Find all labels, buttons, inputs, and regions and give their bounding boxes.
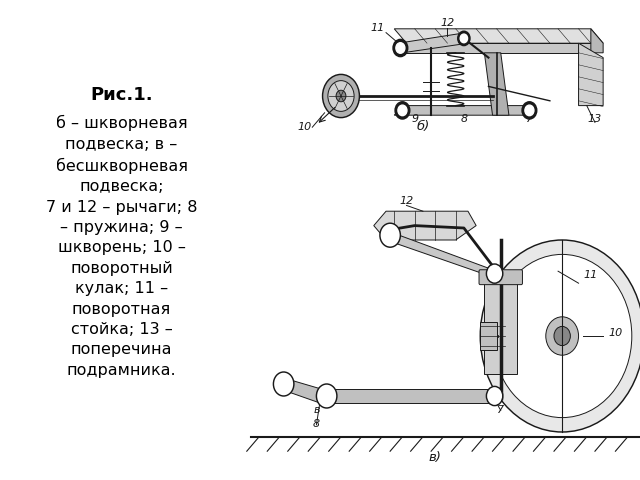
Text: 7: 7 bbox=[497, 405, 504, 415]
Polygon shape bbox=[394, 29, 603, 43]
Circle shape bbox=[458, 31, 470, 46]
Circle shape bbox=[336, 90, 346, 102]
Circle shape bbox=[486, 264, 503, 283]
Text: 8: 8 bbox=[460, 114, 467, 124]
Text: 11: 11 bbox=[371, 23, 385, 33]
Text: 10: 10 bbox=[608, 328, 623, 338]
Text: 12: 12 bbox=[440, 18, 454, 28]
Circle shape bbox=[395, 102, 410, 119]
Circle shape bbox=[493, 254, 632, 418]
Polygon shape bbox=[386, 230, 497, 278]
Text: 12: 12 bbox=[399, 196, 413, 206]
Circle shape bbox=[393, 39, 408, 57]
Polygon shape bbox=[394, 43, 591, 53]
Circle shape bbox=[323, 74, 360, 118]
Circle shape bbox=[546, 317, 579, 355]
Text: в): в) bbox=[429, 451, 442, 464]
Text: Рис.1.: Рис.1. bbox=[90, 86, 153, 105]
Polygon shape bbox=[321, 389, 497, 403]
Polygon shape bbox=[484, 53, 509, 115]
Circle shape bbox=[396, 43, 405, 53]
Text: б): б) bbox=[416, 120, 429, 132]
Text: 7: 7 bbox=[526, 114, 533, 124]
Polygon shape bbox=[374, 211, 476, 240]
Polygon shape bbox=[398, 34, 468, 53]
Text: 10: 10 bbox=[297, 121, 311, 132]
Text: 8: 8 bbox=[313, 419, 320, 429]
Polygon shape bbox=[280, 379, 321, 403]
Circle shape bbox=[328, 81, 354, 111]
Circle shape bbox=[480, 240, 640, 432]
Polygon shape bbox=[394, 106, 534, 115]
Circle shape bbox=[522, 102, 537, 119]
Circle shape bbox=[486, 386, 503, 406]
Text: в: в bbox=[313, 405, 319, 415]
Circle shape bbox=[525, 105, 534, 116]
Text: 11: 11 bbox=[584, 270, 598, 280]
FancyBboxPatch shape bbox=[479, 270, 522, 285]
Text: 9: 9 bbox=[411, 114, 419, 124]
Circle shape bbox=[273, 372, 294, 396]
Polygon shape bbox=[591, 29, 603, 53]
Circle shape bbox=[316, 384, 337, 408]
Circle shape bbox=[460, 34, 468, 43]
Circle shape bbox=[398, 105, 407, 116]
Circle shape bbox=[554, 326, 570, 346]
Polygon shape bbox=[484, 278, 517, 374]
Text: 13: 13 bbox=[588, 114, 602, 124]
Circle shape bbox=[380, 223, 401, 247]
Polygon shape bbox=[579, 43, 603, 106]
Text: б – шкворневая
подвеска; в –
бесшкворневая
подвеска;
7 и 12 – рычаги; 8
– пружин: б – шкворневая подвеска; в – бесшкворнев… bbox=[46, 115, 197, 378]
Bar bbox=[480, 322, 497, 350]
